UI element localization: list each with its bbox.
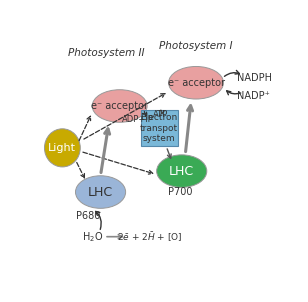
Text: NADPH: NADPH — [237, 73, 272, 83]
Text: LHC: LHC — [169, 165, 194, 178]
Text: Electron
transpot
system: Electron transpot system — [140, 113, 178, 143]
Text: ADP+iP: ADP+iP — [122, 115, 153, 124]
Text: LHC: LHC — [88, 185, 113, 198]
Text: P700: P700 — [168, 187, 193, 197]
Text: Light: Light — [48, 143, 76, 153]
Ellipse shape — [75, 176, 126, 208]
Text: H$_2$O: H$_2$O — [82, 230, 103, 244]
Text: ATP: ATP — [152, 110, 168, 119]
Text: NADP⁺: NADP⁺ — [237, 91, 270, 101]
Text: Photosystem I: Photosystem I — [159, 40, 233, 50]
Ellipse shape — [157, 155, 207, 187]
Text: e⁻ acceptor: e⁻ acceptor — [168, 78, 225, 88]
Text: 2$\bar{e}$ + 2$\bar{H}$ + [O]: 2$\bar{e}$ + 2$\bar{H}$ + [O] — [117, 230, 182, 243]
Text: e⁻ acceptor: e⁻ acceptor — [91, 101, 148, 111]
Ellipse shape — [92, 90, 147, 122]
FancyBboxPatch shape — [140, 110, 177, 146]
Text: P680: P680 — [76, 211, 101, 221]
Ellipse shape — [168, 66, 224, 99]
Ellipse shape — [44, 129, 80, 167]
Text: Photosystem II: Photosystem II — [68, 47, 145, 57]
